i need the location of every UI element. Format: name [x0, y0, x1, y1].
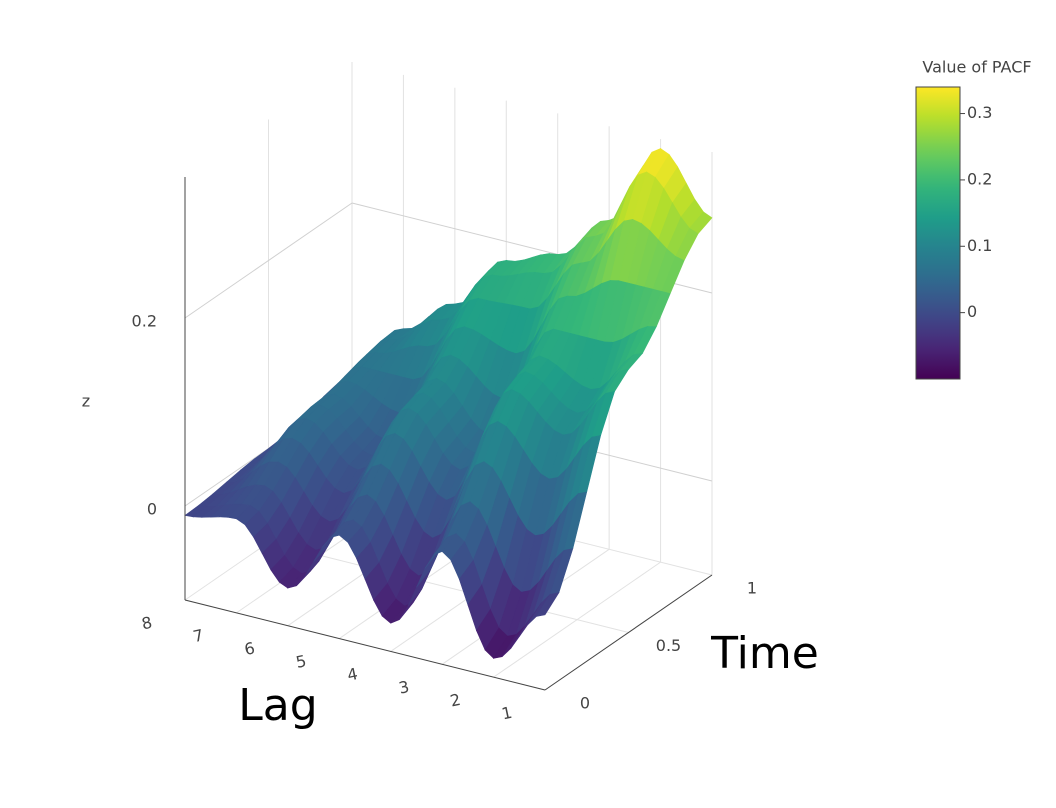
x-axis-title: Lag [238, 680, 317, 731]
x-tick-label: 3 [397, 677, 411, 698]
y-tick-label: 0 [580, 694, 590, 713]
surface-patch [535, 592, 560, 617]
colorbar-tick-label: 0 [967, 302, 977, 321]
colorbar-title: Value of PACF [922, 58, 1031, 77]
x-tick-label: 7 [191, 626, 205, 647]
x-axis-line [184, 599, 546, 691]
z-axis-title: z [82, 392, 90, 411]
y-tick-label: 1 [747, 579, 757, 598]
axes: 1 2 3 4 5 6 7 8 0 0.5 1 0 0.2 [132, 177, 757, 724]
z-tick-label: 0.2 [132, 312, 157, 331]
x-tick-label: 8 [140, 613, 154, 634]
z-grid-line [184, 202, 353, 319]
colorbar-tick-label: 0.2 [967, 169, 992, 188]
y-tick-label: 0.5 [656, 636, 681, 655]
surface [184, 147, 713, 659]
y-axis-line [544, 574, 713, 691]
y-grid-line [268, 542, 629, 633]
colorbar [915, 86, 961, 380]
z-tick-label: 0 [147, 500, 157, 519]
x-tick-label: 5 [294, 651, 308, 672]
x-tick-label: 6 [243, 638, 257, 659]
y-axis-title: Time [710, 628, 819, 679]
x-tick-label: 1 [500, 703, 514, 724]
x-tick-label: 4 [346, 664, 360, 685]
colorbar-tick-label: 0.1 [967, 236, 992, 255]
colorbar-tick-label: 0.3 [967, 103, 992, 122]
x-tick-label: 2 [448, 690, 462, 711]
